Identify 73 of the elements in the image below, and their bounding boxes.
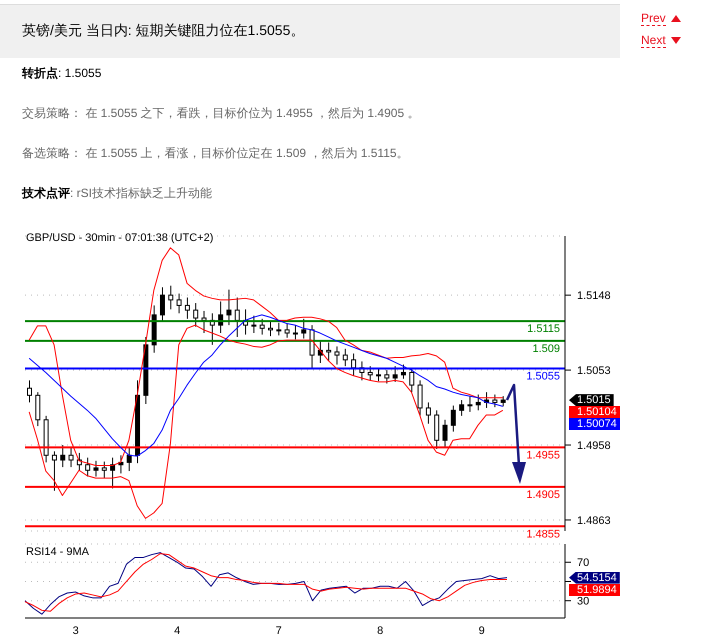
candlestick [459, 400, 464, 416]
y-tick-label: 1.4958 [577, 440, 611, 452]
ref-line-label: 1.4855 [526, 528, 560, 540]
candlestick [409, 367, 414, 393]
candlestick [284, 323, 290, 338]
candlestick [368, 366, 373, 381]
candlestick [193, 302, 198, 328]
candlestick [500, 396, 506, 407]
text: 交易策略： 在 1.5055 之下，看跌，目标价位为 1.4955 ，然后为 1.4905 。 [22, 106, 420, 120]
y-tick-label: 1.5148 [577, 290, 611, 302]
candlestick [301, 318, 306, 340]
candlestick [351, 353, 356, 376]
candlestick [492, 394, 498, 408]
candlestick [467, 396, 472, 412]
text: 转折点: 1.5055 [22, 66, 102, 80]
x-tick-label: 9 [478, 624, 485, 637]
candlestick [276, 322, 282, 336]
y-tick-label: 70 [577, 557, 590, 570]
text: Next [641, 33, 666, 48]
candlestick [268, 321, 273, 337]
x-tick-label: 7 [276, 624, 282, 637]
candlestick [426, 402, 431, 424]
candlestick [418, 380, 423, 416]
chart-subtitle: GBP/USD - 30min - 07:01:38 (UTC+2) [26, 232, 214, 244]
candlestick [392, 366, 398, 382]
candlestick [400, 364, 406, 380]
chart-title: 英镑/美元 当日内: 短期关键阻力位在1.5055。 [22, 22, 304, 40]
candlestick [160, 286, 165, 322]
y-tick-label: 1.4863 [577, 514, 611, 527]
candlestick [442, 419, 448, 448]
text: 1.5015 [569, 394, 614, 406]
candlestick [376, 368, 382, 382]
candlestick [226, 289, 232, 326]
x-tick-label: 8 [377, 624, 384, 637]
candlestick [176, 293, 182, 314]
candlestick [234, 297, 240, 338]
ref-line-label: 1.509 [532, 342, 560, 355]
text: 1.50104 [569, 406, 620, 418]
chart-title: RSI14 - 9MA [26, 546, 89, 558]
text: 54.5154 [569, 572, 620, 584]
candlestick [334, 346, 340, 366]
text: Prev [641, 11, 666, 26]
candlestick [476, 394, 481, 411]
candlestick [60, 444, 66, 468]
candlestick [126, 446, 132, 472]
y-tick-label: 30 [577, 596, 590, 608]
candlestick [93, 460, 98, 478]
candlestick [184, 297, 190, 320]
y-tick-label: 1.5053 [577, 364, 611, 377]
candlestick [326, 342, 332, 362]
ref-line-label: 1.5055 [526, 370, 560, 383]
text: 技术点评: rSI技术指标缺乏上升动能 [22, 186, 212, 200]
candlestick [68, 446, 74, 468]
candlestick [251, 315, 256, 334]
candlestick [27, 380, 32, 403]
candlestick [384, 370, 390, 384]
candlestick [342, 348, 348, 367]
candlestick [110, 457, 116, 489]
candlestick [102, 461, 107, 479]
text: 51.9894 [569, 584, 620, 596]
ref-line-label: 1.4955 [526, 449, 560, 462]
candlestick [168, 285, 174, 310]
candlestick [260, 318, 265, 336]
candlestick [52, 450, 57, 492]
candlestick [292, 324, 298, 340]
ref-line-label: 1.5115 [527, 323, 560, 336]
text: 备选策略： 在 1.5055 上，看涨，目标价位定在 1.509 ，然后为 1.5115。 [22, 146, 409, 160]
text: 1.50074 [569, 418, 620, 430]
x-tick-label: 4 [174, 624, 180, 637]
x-tick-label: 3 [72, 624, 79, 637]
candlestick [85, 457, 90, 478]
ref-line-label: 1.4905 [526, 488, 560, 501]
candlestick [450, 405, 456, 432]
